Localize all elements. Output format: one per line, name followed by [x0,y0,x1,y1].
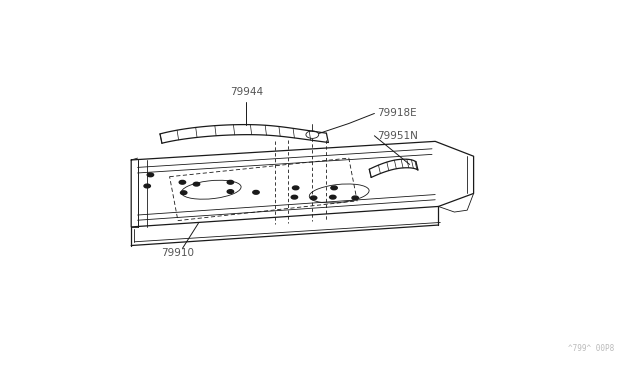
Text: 79918E: 79918E [378,109,417,118]
Circle shape [147,173,154,177]
Text: ^799^ 00P8: ^799^ 00P8 [568,344,614,353]
Circle shape [180,191,187,195]
Circle shape [292,186,299,190]
Circle shape [193,182,200,186]
Circle shape [179,180,186,184]
Text: 79944: 79944 [230,87,263,97]
Circle shape [310,196,317,200]
Text: 79951N: 79951N [378,131,419,141]
Circle shape [291,195,298,199]
Text: 79910: 79910 [161,248,195,258]
Circle shape [253,190,259,194]
Circle shape [330,195,336,199]
Circle shape [352,196,358,200]
Circle shape [227,180,234,184]
Circle shape [331,186,337,190]
Circle shape [227,190,234,193]
Circle shape [144,184,150,188]
